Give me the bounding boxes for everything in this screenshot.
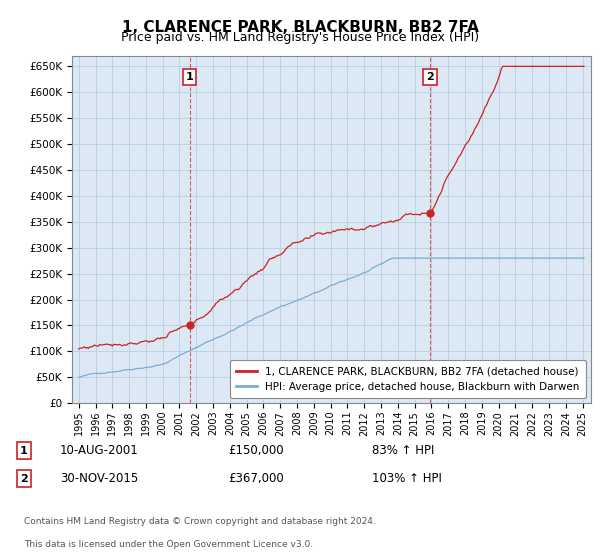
Text: 83% ↑ HPI: 83% ↑ HPI [372, 444, 434, 458]
Text: 1: 1 [20, 446, 28, 456]
Text: £367,000: £367,000 [228, 472, 284, 486]
Text: £150,000: £150,000 [228, 444, 284, 458]
Text: 1: 1 [186, 72, 194, 82]
Legend: 1, CLARENCE PARK, BLACKBURN, BB2 7FA (detached house), HPI: Average price, detac: 1, CLARENCE PARK, BLACKBURN, BB2 7FA (de… [230, 360, 586, 398]
Text: 10-AUG-2001: 10-AUG-2001 [60, 444, 139, 458]
Text: 30-NOV-2015: 30-NOV-2015 [60, 472, 138, 486]
Text: 103% ↑ HPI: 103% ↑ HPI [372, 472, 442, 486]
Text: Price paid vs. HM Land Registry's House Price Index (HPI): Price paid vs. HM Land Registry's House … [121, 31, 479, 44]
Text: Contains HM Land Registry data © Crown copyright and database right 2024.: Contains HM Land Registry data © Crown c… [24, 517, 376, 526]
Text: 2: 2 [426, 72, 434, 82]
Text: This data is licensed under the Open Government Licence v3.0.: This data is licensed under the Open Gov… [24, 540, 313, 549]
Text: 2: 2 [20, 474, 28, 484]
Text: 1, CLARENCE PARK, BLACKBURN, BB2 7FA: 1, CLARENCE PARK, BLACKBURN, BB2 7FA [122, 20, 478, 35]
